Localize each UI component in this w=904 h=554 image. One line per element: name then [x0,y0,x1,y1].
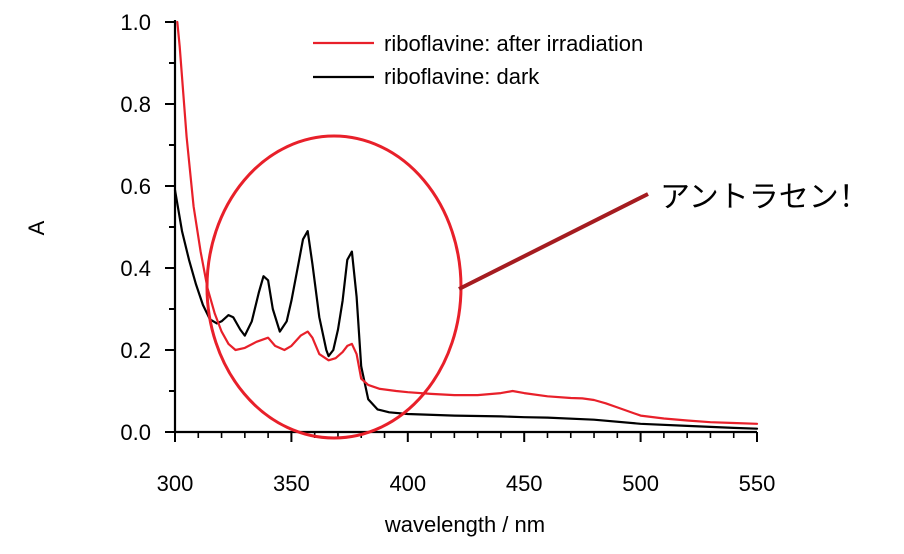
y-tick-label: 0.6 [120,174,151,199]
y-tick-label: 1.0 [120,10,151,35]
highlight-ellipse [205,134,463,440]
x-tick-label: 300 [157,471,194,496]
series-line-after-irradiation [176,20,759,425]
legend: riboflavine: after irradiation riboflavi… [313,31,643,89]
y-axis-title: A [24,220,49,235]
x-tick-label: 350 [273,471,310,496]
x-tick-label: 400 [389,471,426,496]
series-line-dark [173,189,759,430]
y-tick-label: 0.8 [120,92,151,117]
x-tick-label: 550 [739,471,776,496]
x-axis-title: wavelength / nm [384,512,545,537]
y-tick-label: 0.4 [120,256,151,281]
y-tick-label: 0.0 [120,420,151,445]
plot-area [173,20,759,430]
legend-label-after-irradiation: riboflavine: after irradiation [384,31,643,56]
legend-label-dark: riboflavine: dark [384,64,540,89]
x-tick-label: 450 [506,471,543,496]
y-tick-label: 0.2 [120,338,151,363]
x-tick-label: 500 [622,471,659,496]
axes: 0.0 0.2 0.4 0.6 0.8 1.0 300 350 400 450 500 550 wave… [24,10,775,537]
annotation-label: アントラセン！ [660,180,869,215]
annotation: アントラセン！ [205,134,869,440]
annotation-pointer-line [458,192,649,291]
